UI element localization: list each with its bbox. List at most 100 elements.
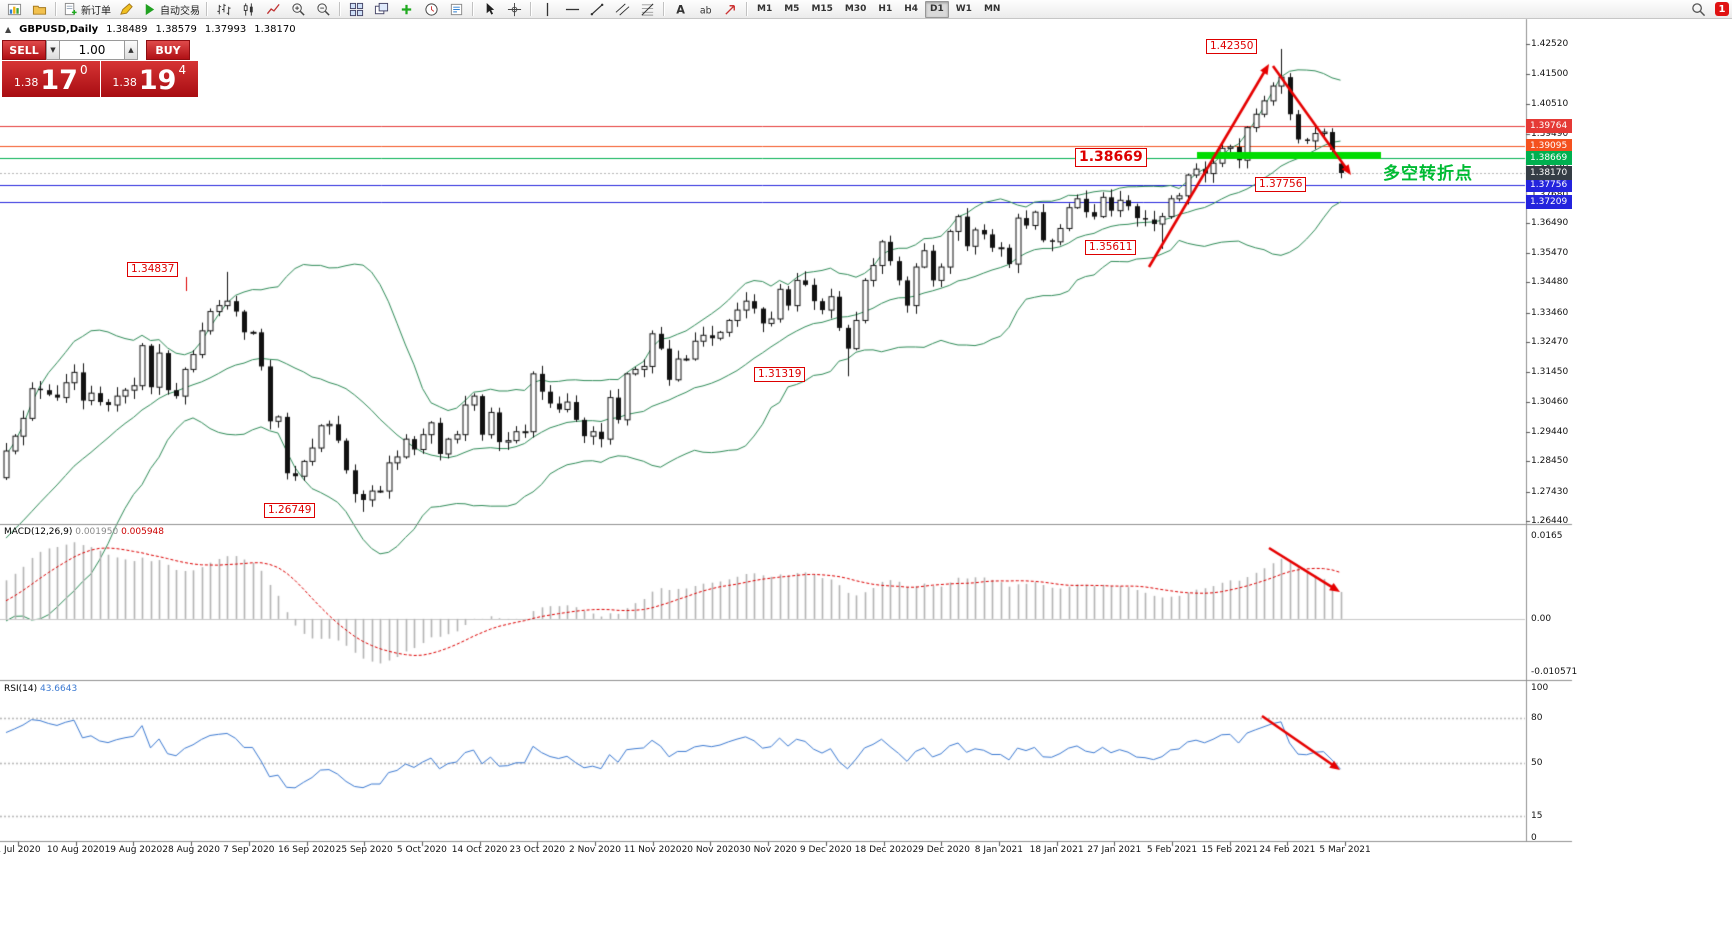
price-scale-tick: 1.26440 [1531, 516, 1569, 527]
toolbar-separator [663, 2, 665, 16]
toolbar-button-autotrading[interactable]: 自动交易 [139, 0, 203, 19]
toolbar-button-arrange[interactable] [369, 0, 394, 19]
price-level-tag: 1.37209 [1526, 194, 1572, 209]
notification-badge[interactable]: 1 [1715, 2, 1729, 16]
timeframe-button-M15[interactable]: M15 [811, 4, 833, 14]
toolbar-button-bars[interactable] [211, 0, 236, 19]
toolbar-button-indicators[interactable] [394, 0, 419, 19]
toolbar-button-line[interactable] [261, 0, 286, 19]
date-label: 8 Jan 2021 [974, 845, 1023, 855]
toolbar-button-new-order[interactable]: 新订单 [60, 0, 114, 19]
sell-price-small: 1.38 [13, 76, 39, 89]
buy-button[interactable]: BUY [146, 40, 190, 60]
search-icon[interactable] [1686, 0, 1711, 19]
date-label: 16 Sep 2020 [277, 845, 336, 855]
sell-price-big: 17 [40, 65, 78, 96]
toolbar-button-trendline[interactable] [585, 0, 610, 19]
toolbar-separator [55, 2, 57, 16]
rsi-value: 43.6643 [39, 684, 78, 694]
toolbar-button-periods[interactable] [419, 0, 444, 19]
date-label: 7 Sep 2020 [223, 845, 275, 855]
lot-size-input[interactable] [60, 40, 124, 60]
date-label: 30 Nov 2020 [739, 845, 797, 855]
date-label: 5 Feb 2021 [1146, 845, 1198, 855]
date-label: 1 Jul 2020 [0, 845, 41, 855]
price-scale-tick: 1.29440 [1531, 427, 1569, 438]
price-scale-tick: 1.35470 [1531, 248, 1569, 259]
date-label: 5 Mar 2021 [1319, 845, 1371, 855]
rsi-scale-label: 15 [1531, 810, 1543, 821]
ohlc-high: 1.38579 [155, 24, 197, 35]
rsi-scale-label: 0 [1531, 833, 1537, 843]
toolbar-button-templates[interactable] [444, 0, 469, 19]
timeframe-button-M1[interactable]: M1 [757, 4, 773, 14]
timeframe-button-M30[interactable]: M30 [844, 4, 867, 14]
sell-button[interactable]: SELL [2, 40, 46, 60]
toolbar-button-arrows[interactable] [718, 0, 743, 19]
price-scale-tick: 1.36490 [1531, 217, 1569, 228]
rsi-scale-label: 50 [1531, 758, 1543, 768]
price-flag-label[interactable]: 1.35611 [1085, 240, 1137, 255]
price-flag-label[interactable]: 1.26749 [264, 503, 316, 518]
price-level-tag: 1.39095 [1526, 138, 1572, 153]
price-scale-tick: 1.32470 [1531, 337, 1569, 348]
price-flag-label[interactable]: 1.42350 [1206, 39, 1258, 54]
toolbar-button-hline[interactable] [560, 0, 585, 19]
rsi-scale-label: 80 [1531, 713, 1543, 723]
svg-text:ab: ab [700, 5, 712, 16]
toolbar-button-candles[interactable] [236, 0, 261, 19]
timeframe-button-H1[interactable]: H1 [878, 4, 893, 14]
toolbar-button-text[interactable]: A [668, 0, 693, 19]
toolbar-button-fibonacci[interactable] [635, 0, 660, 19]
date-label: 29 Dec 2020 [912, 845, 970, 855]
timeframe-button-M5[interactable]: M5 [784, 4, 800, 14]
ohlc-low: 1.37993 [204, 24, 247, 35]
date-label: 14 Oct 2020 [451, 845, 508, 855]
collapse-panel-icon[interactable]: ▲ [5, 25, 12, 34]
timeframe-button-MN[interactable]: MN [983, 4, 1001, 14]
timeframe-button-W1[interactable]: W1 [955, 4, 972, 14]
current-price-tag: 1.38170 [1526, 165, 1572, 180]
lot-decrease-button[interactable]: ▼ [46, 40, 60, 60]
timeframe-button-H4[interactable]: H4 [904, 4, 918, 14]
toolbar-button-tile-windows[interactable] [344, 0, 369, 19]
toolbar-button-zoom-out[interactable] [311, 0, 336, 19]
timeframe-button-D1[interactable]: D1 [925, 0, 949, 18]
toolbar-button-label[interactable]: ab [693, 0, 718, 19]
toolbar-button-cursor[interactable] [477, 0, 502, 19]
annotation-text[interactable]: 多空转折点 [1383, 164, 1473, 184]
svg-text:A: A [676, 3, 685, 16]
toolbar-button-profiles[interactable] [27, 0, 52, 19]
price-scale-tick: 1.31450 [1531, 367, 1569, 378]
macd-scale-label: 0.00 [1531, 613, 1552, 624]
buy-price-big: 19 [138, 65, 177, 96]
price-scale-tick: 1.33460 [1531, 307, 1569, 318]
toolbar-button-vline[interactable] [535, 0, 560, 19]
date-label: 11 Nov 2020 [623, 845, 682, 855]
ohlc-open: 1.38489 [106, 24, 148, 35]
price-level-tag: 1.38669 [1526, 151, 1572, 166]
sell-price-box[interactable]: 1.38 17 0 [2, 61, 100, 97]
price-scale-tick: 1.34480 [1531, 277, 1569, 288]
toolbar-button-zoom-in[interactable] [286, 0, 311, 19]
lot-increase-button[interactable]: ▲ [124, 40, 138, 60]
toolbar-button-channel[interactable] [610, 0, 635, 19]
buy-price-box[interactable]: 1.38 19 4 [100, 61, 198, 97]
price-flag-label[interactable]: 1.38669 [1075, 148, 1147, 167]
price-flag-label[interactable]: 1.31319 [754, 367, 806, 382]
price-level-tag: 1.39764 [1526, 118, 1572, 133]
toolbar-button-crosshair[interactable] [502, 0, 527, 19]
price-flag-label[interactable]: 1.34837 [127, 262, 179, 277]
date-label: 25 Sep 2020 [335, 845, 393, 855]
date-label: 20 Nov 2020 [681, 845, 740, 855]
symbol-label: GBPUSD,Daily [19, 24, 99, 35]
toolbar-button-metaeditor[interactable] [114, 0, 139, 19]
date-label: 18 Jan 2021 [1029, 845, 1084, 855]
date-label: 5 Oct 2020 [396, 845, 447, 855]
rsi-name: RSI(14) [4, 684, 38, 694]
price-flag-label[interactable]: 1.37756 [1255, 177, 1307, 192]
toolbar-button-new-chart[interactable] [2, 0, 27, 19]
